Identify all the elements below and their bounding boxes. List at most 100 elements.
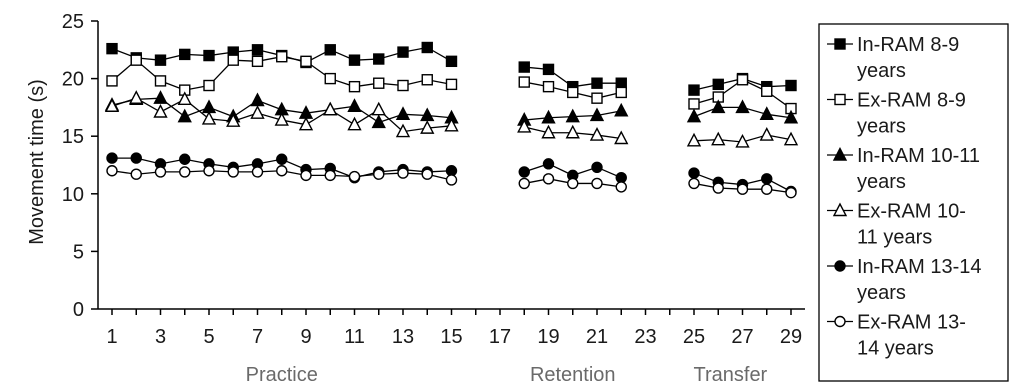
data-point: [106, 42, 118, 55]
data-point: [371, 101, 386, 116]
data-point: [421, 41, 433, 54]
data-point: [130, 152, 142, 164]
data-point: [373, 77, 385, 89]
data-point: [251, 44, 264, 56]
data-point: [323, 101, 338, 116]
data-point: [761, 173, 773, 185]
x-tick-label: 25: [683, 326, 705, 348]
data-point: [106, 152, 118, 164]
data-point: [373, 53, 385, 65]
x-tick-label: 29: [780, 326, 802, 348]
data-point: [736, 74, 749, 86]
data-point: [761, 85, 773, 97]
data-point: [179, 153, 191, 165]
data-point: [591, 161, 603, 174]
data-point: [615, 86, 627, 99]
y-tick-label: 15: [62, 126, 84, 148]
data-point: [348, 54, 361, 66]
x-tick-label: 19: [537, 326, 559, 348]
legend: In-RAM 8-9 years Ex-RAM 8-9 years In-RAM 10-…: [818, 23, 1009, 382]
data-point: [711, 99, 726, 114]
data-point: [298, 116, 314, 131]
data-point: [736, 183, 749, 195]
data-point: [615, 171, 627, 184]
data-point: [615, 181, 627, 193]
data-point: [276, 51, 288, 63]
x-tick-label: 21: [586, 326, 608, 348]
data-point: [688, 177, 700, 190]
data-point: [324, 169, 336, 182]
data-point: [371, 114, 386, 129]
data-point: [104, 98, 120, 112]
data-point: [783, 131, 799, 146]
data-point: [154, 54, 167, 66]
y-tick-label: 0: [73, 299, 84, 321]
data-point: [614, 102, 629, 117]
legend-label: In-RAM 13-14: [857, 256, 982, 278]
data-point: [565, 108, 580, 123]
data-point: [179, 166, 191, 178]
legend-symbol: [827, 202, 853, 217]
data-point: [324, 72, 336, 85]
x-tick-label: 7: [252, 326, 263, 348]
data-point: [591, 177, 603, 190]
data-point: [106, 75, 118, 87]
legend-label: years: [857, 116, 906, 138]
data-point: [420, 120, 435, 134]
data-point: [541, 109, 556, 124]
data-point: [153, 90, 168, 104]
data-point: [201, 99, 217, 114]
data-point: [226, 113, 241, 127]
data-point: [542, 173, 555, 185]
legend-label: Ex-RAM 10-: [857, 201, 966, 223]
data-point: [395, 106, 411, 121]
data-point: [227, 166, 239, 178]
data-point: [591, 92, 603, 104]
x-tick-label: 17: [489, 326, 511, 348]
data-point: [518, 76, 530, 88]
legend-label: 14 years: [857, 338, 934, 360]
data-point: [227, 54, 239, 66]
data-point: [541, 124, 556, 139]
data-point: [250, 92, 265, 107]
data-point: [276, 153, 288, 165]
data-point: [688, 167, 700, 179]
legend-label: years: [857, 60, 906, 82]
data-point: [251, 166, 264, 178]
data-point: [615, 77, 627, 89]
data-point: [712, 182, 724, 194]
data-point: [421, 74, 433, 86]
x-tick-label: 1: [106, 326, 117, 348]
data-point: [445, 55, 458, 68]
y-axis-title: Movement time (s): [26, 79, 48, 245]
data-point: [203, 49, 215, 62]
data-point: [129, 90, 144, 104]
legend-label: Ex-RAM 13-: [857, 312, 966, 334]
data-point: [373, 168, 385, 180]
x-tick-label: 15: [440, 326, 462, 348]
phase-label: Retention: [530, 364, 616, 385]
data-point: [445, 174, 458, 186]
x-tick-label: 13: [392, 326, 414, 348]
data-point: [785, 79, 797, 92]
data-point: [761, 183, 773, 195]
phase-label: Transfer: [694, 364, 768, 385]
data-point: [300, 169, 312, 182]
legend-symbol: [827, 93, 853, 106]
data-point: [614, 130, 629, 145]
data-point: [785, 186, 797, 199]
legend-symbol: [827, 260, 853, 272]
data-point: [154, 75, 167, 87]
data-point: [130, 54, 142, 66]
phase-label: Practice: [246, 364, 318, 385]
data-point: [542, 63, 555, 76]
data-point: [444, 117, 459, 132]
legend-marker: [834, 315, 846, 328]
series-6: [106, 165, 797, 199]
data-point: [347, 98, 362, 112]
legend-label: In-RAM 8-9: [857, 34, 959, 56]
x-tick-label: 23: [634, 326, 656, 348]
legend-marker: [834, 260, 846, 272]
x-tick-label: 27: [731, 326, 753, 348]
legend-label: 11 years: [857, 227, 932, 249]
